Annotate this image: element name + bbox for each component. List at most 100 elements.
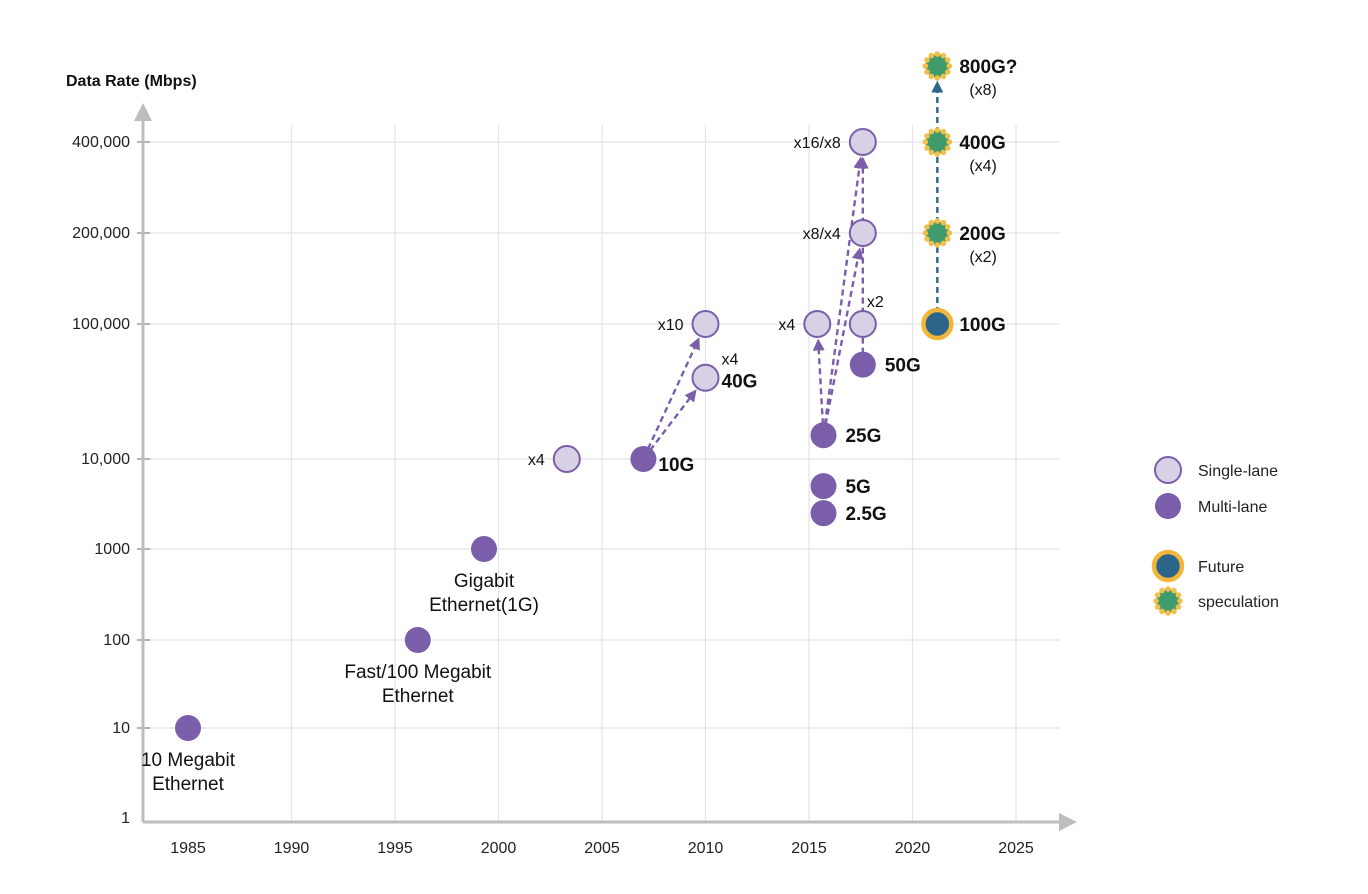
point-sp400-dot <box>934 127 941 133</box>
point-labels: 10 Megabit Ethernet Fast/100 Megabit Ethern… <box>141 57 1017 795</box>
legend: Single-lane Multi-lane Future speculation <box>1151 456 1279 616</box>
x-tick-label: 2015 <box>791 840 827 857</box>
label-s100a: x10 <box>658 317 684 334</box>
label-s10g: x4 <box>528 452 545 469</box>
label-sp200-lanes: (x2) <box>969 249 997 266</box>
trend-arrow <box>824 247 864 425</box>
point-sp200-dot <box>928 219 935 226</box>
y-tick-label: 10 <box>112 720 130 737</box>
label-sp400-lanes: (x4) <box>969 158 997 175</box>
x-tick-label: 1995 <box>377 840 413 857</box>
point-sp200-dot <box>944 236 951 242</box>
x-tick-label: 1985 <box>170 840 206 857</box>
point-sp200-dot <box>922 230 929 236</box>
point-sp200-dot <box>924 224 930 230</box>
point-sp800-dot <box>934 51 941 57</box>
legend-marker-speculation-dot <box>1177 598 1183 604</box>
point-sp800-dot <box>924 69 930 75</box>
legend-marker-speculation-dot <box>1159 608 1165 615</box>
point-sp200-dot <box>934 218 941 224</box>
legend-marker-speculation-dot <box>1175 592 1182 598</box>
point-s100a <box>691 310 720 338</box>
point-s100b <box>803 310 832 338</box>
point-sp800-dot <box>946 63 953 69</box>
point-p50g <box>849 351 876 378</box>
legend-marker-speculation-dot <box>1153 598 1159 604</box>
label-s100b: x4 <box>778 317 795 334</box>
label-p1g: Ethernet(1G) <box>429 595 539 616</box>
point-p100m <box>404 627 431 653</box>
arrows <box>646 80 944 451</box>
point-sp200-body <box>925 221 950 245</box>
point-sp200-dot <box>940 219 947 226</box>
legend-marker-speculation-dot <box>1171 608 1177 615</box>
point-sp400-dot <box>946 139 953 145</box>
point-sp800 <box>922 51 953 81</box>
point-sp400-dot <box>924 133 930 139</box>
point-f100 <box>921 307 954 341</box>
legend-marker-speculation-dot <box>1159 587 1165 594</box>
point-sp400-dot <box>934 151 941 157</box>
label-s400: x16/x8 <box>794 135 841 152</box>
point-s200 <box>848 219 877 247</box>
point-sp400-dot <box>928 128 935 135</box>
legend-marker-single <box>1154 456 1182 484</box>
point-sp800-dot <box>944 69 951 75</box>
point-sp200-dot <box>928 240 935 247</box>
y-tick-label: 100 <box>103 632 130 649</box>
legend-item-single: Single-lane <box>1154 456 1278 484</box>
label-p50g: 50G <box>885 356 921 377</box>
point-sp400-dot <box>944 145 951 151</box>
point-sp200-dot <box>934 242 941 248</box>
label-s100c: x2 <box>867 294 884 311</box>
point-sp400-dot <box>922 139 929 145</box>
label-s40g: 40G <box>722 372 758 393</box>
point-sp200-dot <box>946 230 953 236</box>
legend-label-multi: Multi-lane <box>1198 499 1267 516</box>
legend-item-multi: Multi-lane <box>1155 493 1267 519</box>
trend-arrow <box>649 389 697 451</box>
point-s400 <box>848 128 877 156</box>
point-p25g <box>810 422 837 449</box>
point-sp800-dot <box>940 52 947 59</box>
point-p10g <box>630 446 657 472</box>
legend-marker-multi <box>1155 493 1181 519</box>
label-p2_5g: 2.5G <box>845 504 886 525</box>
point-sp800-dot <box>928 52 935 59</box>
point-p5g <box>810 473 837 500</box>
legend-label-future: Future <box>1198 559 1244 576</box>
legend-marker-speculation-dot <box>1171 587 1177 594</box>
legend-marker-future-body <box>1151 549 1185 583</box>
point-sp200-dot <box>944 224 951 230</box>
label-p25g: 25G <box>845 426 881 447</box>
point-sp800-dot <box>944 57 951 63</box>
legend-marker-speculation-body <box>1156 589 1180 613</box>
point-sp200 <box>922 218 953 248</box>
x-tick-label: 2025 <box>998 840 1034 857</box>
label-p10g: 10G <box>658 455 694 476</box>
label-p100m: Fast/100 Megabit <box>344 662 492 683</box>
y-tick-label: 1000 <box>94 541 130 558</box>
label-p10m: 10 Megabit <box>141 750 236 771</box>
point-sp400-body <box>925 130 950 154</box>
point-sp800-body <box>925 54 950 78</box>
legend-marker-speculation-dot <box>1154 604 1161 610</box>
label-sp800-lanes: (x8) <box>969 82 997 99</box>
label-p100m: Ethernet <box>382 686 455 707</box>
label-sp400: 400G <box>959 133 1005 154</box>
y-tick-label: 200,000 <box>72 225 130 242</box>
legend-item-speculation: speculation <box>1153 586 1279 616</box>
x-tick-label: 2005 <box>584 840 620 857</box>
trend-arrow <box>646 337 700 450</box>
data-points <box>175 51 954 741</box>
y-tick-label: 1 <box>121 810 130 827</box>
legend-marker-speculation-dot <box>1165 586 1171 592</box>
y-tick-label: 400,000 <box>72 134 130 151</box>
legend-label-single: Single-lane <box>1198 463 1278 480</box>
point-sp800-dot <box>934 75 941 81</box>
y-tick-label: 10,000 <box>81 451 130 468</box>
legend-item-future: Future <box>1151 549 1244 583</box>
point-s100c <box>848 310 877 338</box>
